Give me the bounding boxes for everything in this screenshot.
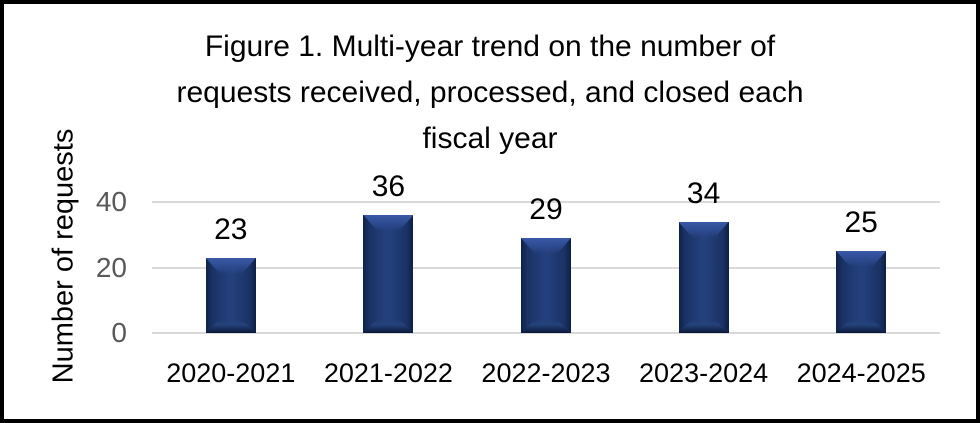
- chart-title-line-1: Figure 1. Multi-year trend on the number…: [204, 30, 776, 63]
- y-axis-title: Number of requests: [47, 128, 80, 384]
- bar-slot: 29: [467, 150, 625, 333]
- bar: [520, 238, 571, 333]
- bar-value-label: 36: [371, 170, 406, 203]
- chart-title: Figure 1. Multi-year trend on the number…: [4, 24, 976, 162]
- bar-slot: 23: [152, 150, 310, 333]
- bar-value-label: 29: [529, 193, 563, 226]
- bar-slot: 34: [625, 150, 783, 333]
- category-label: 2024-2025: [796, 358, 926, 388]
- bar: [836, 251, 887, 333]
- bar: [205, 258, 256, 333]
- chart-title-line-2: requests received, processed, and closed…: [176, 76, 804, 109]
- category-label: 2022-2023: [481, 358, 611, 388]
- x-axis-labels: 2020-2021 2021-2022 2022-2023 2023-2024 2024…: [152, 357, 940, 389]
- bar-value-label: 23: [214, 213, 248, 246]
- bar: [678, 222, 729, 333]
- category-label: 2023-2024: [639, 358, 769, 388]
- category-label: 2021-2022: [323, 358, 453, 388]
- category-label: 2020-2021: [166, 358, 296, 388]
- plot-area: 23 36 29 34 25: [152, 150, 940, 333]
- bar-value-label: 34: [686, 177, 721, 210]
- chart-title-line-3: fiscal year: [422, 122, 558, 155]
- bar-value-label: 25: [844, 206, 878, 239]
- bar: [363, 215, 414, 333]
- bar-slot: 25: [782, 150, 940, 333]
- bar-slot: 36: [310, 150, 468, 333]
